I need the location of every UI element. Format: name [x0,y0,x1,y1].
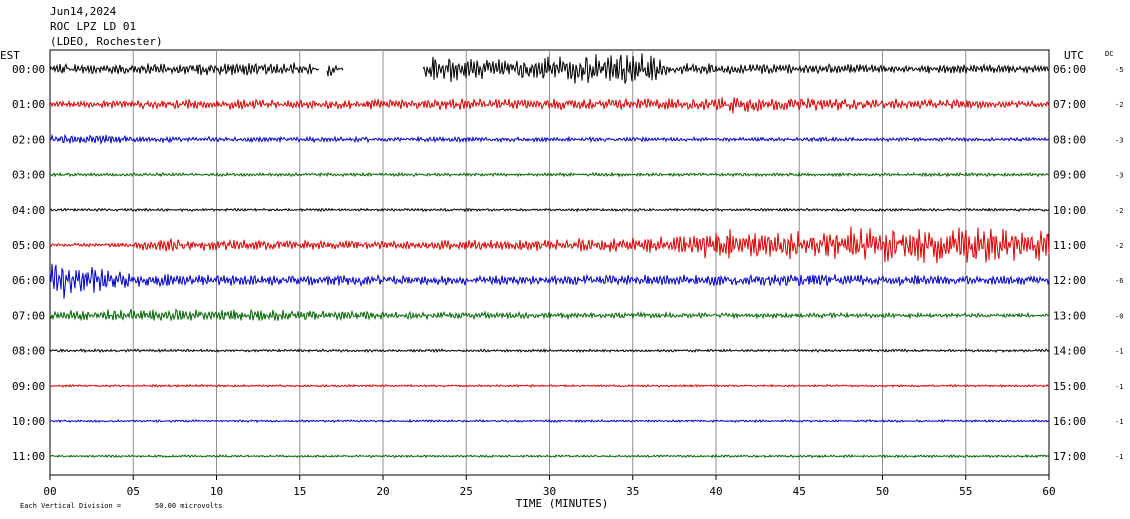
utc-time-label: 17:00 [1053,450,1086,463]
x-axis: 00 05 10 15 20 25 30 35 40 45 50 55 60 [43,475,1056,498]
utc-time-label: 08:00 [1053,133,1086,146]
trace-line [49,171,1050,178]
est-time-label: 09:00 [12,380,45,393]
station-label: ROC LPZ LD 01 [50,20,136,33]
est-time-label: 08:00 [12,345,45,358]
dc-offset-label: -0 [1115,312,1123,320]
est-time-label: 11:00 [12,450,45,463]
trace-line [49,453,1050,459]
date-label: Jun14,2024 [50,5,117,18]
dc-offset-label: -5 [1115,66,1123,74]
trace-line [49,133,1050,145]
trace-row-0600 [49,263,1050,299]
trace-row-0200 [49,133,1050,145]
trace-row-0800 [49,348,1050,354]
x-tick-label: 30 [543,485,556,498]
trace-line [49,226,1050,264]
utc-time-label: 15:00 [1053,380,1086,393]
trace-row-0900 [49,383,1050,388]
est-time-label: 04:00 [12,204,45,217]
scale-note: Each Vertical Division = [20,502,121,510]
utc-time-label: 10:00 [1053,204,1086,217]
dc-offset-label: -1 [1115,348,1123,356]
dc-offset-label: -2 [1115,242,1123,250]
trace-line [49,97,1050,114]
trace-group [49,53,1050,459]
est-time-label: 07:00 [12,309,45,322]
est-time-label: 00:00 [12,63,45,76]
utc-time-label: 14:00 [1053,345,1086,358]
dc-offset-label: -1 [1115,383,1123,391]
x-tick-label: 60 [1042,485,1055,498]
utc-time-label: 12:00 [1053,274,1086,287]
scale-value: 50.00 microvolts [155,502,222,510]
x-tick-label: 35 [626,485,639,498]
trace-line [49,348,1050,354]
dc-offset-label: -6 [1115,277,1123,285]
dc-title: DC [1105,50,1113,58]
trace-row-0400 [49,207,1050,213]
trace-line [49,418,1050,424]
x-tick-label: 50 [876,485,889,498]
trace-line [49,308,1050,322]
est-time-label: 06:00 [12,274,45,287]
trace-row-1100 [49,453,1050,459]
est-time-label: 02:00 [12,133,45,146]
dc-offset-label: -3 [1115,172,1123,180]
utc-time-label: 06:00 [1053,63,1086,76]
trace-row-1000 [49,418,1050,424]
trace-row-0000 [49,53,1050,84]
dc-offset-label: -2 [1115,101,1123,109]
x-tick-label: 45 [793,485,806,498]
x-tick-label: 15 [293,485,306,498]
utc-time-label: 07:00 [1053,98,1086,111]
utc-time-label: 09:00 [1053,169,1086,182]
x-tick-label: 25 [460,485,473,498]
est-time-label: 05:00 [12,239,45,252]
trace-row-0300 [49,171,1050,178]
dc-offset-label: -1 [1115,418,1123,426]
x-tick-label: 40 [709,485,722,498]
trace-line [49,263,1050,299]
trace-row-0500 [49,226,1050,264]
x-tick-label: 05 [127,485,140,498]
utc-time-label: 11:00 [1053,239,1086,252]
x-tick-label: 00 [43,485,56,498]
utc-time-label: 13:00 [1053,309,1086,322]
dc-offset-label: -2 [1115,207,1123,215]
left-axis-title: EST [0,49,20,62]
right-axis-title: UTC [1064,49,1084,62]
network-label: (LDEO, Rochester) [50,35,163,48]
utc-time-label: 16:00 [1053,415,1086,428]
est-time-label: 10:00 [12,415,45,428]
est-time-label: 01:00 [12,98,45,111]
trace-line [49,383,1050,388]
trace-line [49,207,1050,213]
dc-offset-label: -1 [1115,453,1123,461]
x-tick-label: 20 [376,485,389,498]
x-tick-label: 55 [959,485,972,498]
trace-line [49,53,1050,84]
trace-row-0100 [49,97,1050,114]
est-time-label: 03:00 [12,169,45,182]
x-axis-title: TIME (MINUTES) [516,497,609,510]
grid-lines [132,50,967,475]
row-labels: 00:00 06:00 -5 01:00 07:00 -2 02:00 08:00 -3 03:0… [12,63,1123,463]
trace-row-0700 [49,308,1050,322]
dc-offset-label: -3 [1115,136,1123,144]
x-tick-label: 10 [210,485,223,498]
